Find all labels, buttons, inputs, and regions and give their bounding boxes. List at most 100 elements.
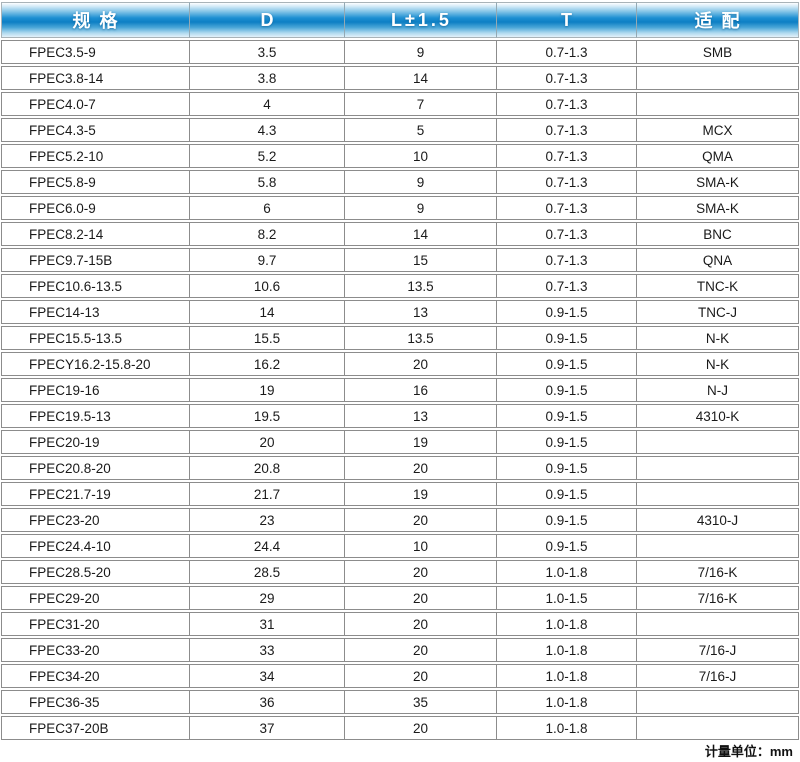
table-cell: 7/16-J xyxy=(636,664,799,688)
table-cell: 0.9-1.5 xyxy=(496,482,636,506)
table-cell: 5.2 xyxy=(189,144,344,168)
table-cell: 4 xyxy=(189,92,344,116)
table-cell: 6 xyxy=(189,196,344,220)
table-cell: 13 xyxy=(344,404,496,428)
table-cell: FPEC24.4-10 xyxy=(1,534,189,558)
table-cell: 20 xyxy=(189,430,344,454)
table-cell: 7/16-J xyxy=(636,638,799,662)
table-cell: 16 xyxy=(344,378,496,402)
table-cell: 20 xyxy=(344,508,496,532)
table-cell xyxy=(636,92,799,116)
table-cell: FPEC20.8-20 xyxy=(1,456,189,480)
table-header: 规格 D L±1.5 T 适配 xyxy=(1,2,799,38)
table-cell: SMB xyxy=(636,40,799,64)
table-cell xyxy=(636,482,799,506)
table-row: FPEC34-20 34 20 1.0-1.8 7/16-J xyxy=(1,664,799,688)
table-cell xyxy=(636,716,799,740)
table-row: FPEC5.8-9 5.8 9 0.7-1.3 SMA-K xyxy=(1,170,799,194)
table-cell: 1.0-1.8 xyxy=(496,690,636,714)
table-cell: 21.7 xyxy=(189,482,344,506)
table-cell: 0.7-1.3 xyxy=(496,40,636,64)
table-cell: 31 xyxy=(189,612,344,636)
table-cell: 1.0-1.8 xyxy=(496,638,636,662)
table-cell xyxy=(636,534,799,558)
table-cell: 4310-K xyxy=(636,404,799,428)
table-cell: FPEC3.8-14 xyxy=(1,66,189,90)
table-cell: 0.7-1.3 xyxy=(496,92,636,116)
header-adaptation: 适配 xyxy=(636,2,799,38)
table-cell: 20 xyxy=(344,664,496,688)
table-row: FPECY16.2-15.8-20 16.2 20 0.9-1.5 N-K xyxy=(1,352,799,376)
table-cell: FPEC37-20B xyxy=(1,716,189,740)
table-cell: 15.5 xyxy=(189,326,344,350)
table-row: FPEC9.7-15B 9.7 15 0.7-1.3 QNA xyxy=(1,248,799,272)
table-cell: FPEC21.7-19 xyxy=(1,482,189,506)
table-cell: FPEC36-35 xyxy=(1,690,189,714)
table-cell: 4310-J xyxy=(636,508,799,532)
table-row: FPEC28.5-20 28.5 20 1.0-1.8 7/16-K xyxy=(1,560,799,584)
table-cell: BNC xyxy=(636,222,799,246)
table-cell: 0.9-1.5 xyxy=(496,534,636,558)
table-cell: N-K xyxy=(636,326,799,350)
table-cell: 10 xyxy=(344,534,496,558)
table-row: FPEC19.5-13 19.5 13 0.9-1.5 4310-K xyxy=(1,404,799,428)
table-row: FPEC19-16 19 16 0.9-1.5 N-J xyxy=(1,378,799,402)
table-cell: 20 xyxy=(344,612,496,636)
table-cell: 0.7-1.3 xyxy=(496,118,636,142)
table-cell: 36 xyxy=(189,690,344,714)
table-cell: 13 xyxy=(344,300,496,324)
table-cell: FPEC20-19 xyxy=(1,430,189,454)
table-cell: FPEC34-20 xyxy=(1,664,189,688)
table-row: FPEC20.8-20 20.8 20 0.9-1.5 xyxy=(1,456,799,480)
header-l: L±1.5 xyxy=(344,2,496,38)
table-cell: FPEC4.3-5 xyxy=(1,118,189,142)
table-cell: QNA xyxy=(636,248,799,272)
table-cell xyxy=(636,430,799,454)
table-cell: 23 xyxy=(189,508,344,532)
table-cell: 16.2 xyxy=(189,352,344,376)
table-cell: 14 xyxy=(189,300,344,324)
table-cell: 20 xyxy=(344,456,496,480)
table-cell: 7/16-K xyxy=(636,586,799,610)
table-row: FPEC6.0-9 6 9 0.7-1.3 SMA-K xyxy=(1,196,799,220)
table-cell: 9 xyxy=(344,40,496,64)
table-cell: 15 xyxy=(344,248,496,272)
table-cell: 0.9-1.5 xyxy=(496,430,636,454)
table-cell: FPEC15.5-13.5 xyxy=(1,326,189,350)
table-cell: 0.9-1.5 xyxy=(496,326,636,350)
table-row: FPEC37-20B 37 20 1.0-1.8 xyxy=(1,716,799,740)
table-cell: 0.7-1.3 xyxy=(496,222,636,246)
table-cell: FPEC8.2-14 xyxy=(1,222,189,246)
table-body: FPEC3.5-9 3.5 9 0.7-1.3 SMB FPEC3.8-14 3.8 14 0.… xyxy=(1,40,799,740)
table-cell: FPEC28.5-20 xyxy=(1,560,189,584)
table-cell xyxy=(636,66,799,90)
table-row: FPEC24.4-10 24.4 10 0.9-1.5 xyxy=(1,534,799,558)
table-cell: 9 xyxy=(344,196,496,220)
table-cell: FPEC19-16 xyxy=(1,378,189,402)
table-cell: 29 xyxy=(189,586,344,610)
table-cell: 4.3 xyxy=(189,118,344,142)
table-row: FPEC23-20 23 20 0.9-1.5 4310-J xyxy=(1,508,799,532)
table-cell: 9 xyxy=(344,170,496,194)
table-cell: 0.7-1.3 xyxy=(496,144,636,168)
table-row: FPEC8.2-14 8.2 14 0.7-1.3 BNC xyxy=(1,222,799,246)
table-cell: 14 xyxy=(344,222,496,246)
table-cell xyxy=(636,690,799,714)
table-cell: 0.9-1.5 xyxy=(496,300,636,324)
table-row: FPEC31-20 31 20 1.0-1.8 xyxy=(1,612,799,636)
table-cell: 1.0-1.8 xyxy=(496,716,636,740)
table-cell: 20 xyxy=(344,560,496,584)
table-cell: 24.4 xyxy=(189,534,344,558)
table-cell: FPEC3.5-9 xyxy=(1,40,189,64)
measurement-unit-note: 计量单位：mm xyxy=(704,744,793,759)
table-cell: 7/16-K xyxy=(636,560,799,584)
table-cell: 13.5 xyxy=(344,326,496,350)
table-cell: 10.6 xyxy=(189,274,344,298)
table-cell: QMA xyxy=(636,144,799,168)
table-row: FPEC29-20 29 20 1.0-1.5 7/16-K xyxy=(1,586,799,610)
table-row: FPEC4.0-7 4 7 0.7-1.3 xyxy=(1,92,799,116)
table-cell: 0.7-1.3 xyxy=(496,248,636,272)
table-cell: 20 xyxy=(344,716,496,740)
table-cell: 1.0-1.8 xyxy=(496,612,636,636)
table-cell: SMA-K xyxy=(636,170,799,194)
